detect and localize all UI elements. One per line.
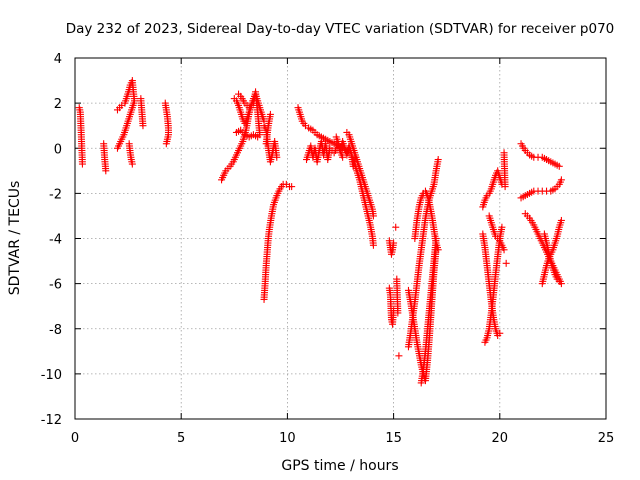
data-point [273, 153, 281, 161]
data-point [102, 167, 110, 175]
data-point [498, 223, 506, 231]
x-tick-label: 10 [279, 431, 296, 446]
data-point [369, 241, 377, 249]
data-point [254, 133, 262, 141]
x-axis-label: GPS time / hours [281, 458, 398, 474]
data-point [78, 160, 86, 168]
y-tick-label: -6 [49, 278, 62, 293]
x-tick-labels: 0 5 10 15 20 25 [71, 431, 614, 446]
data-point [502, 259, 510, 267]
data-point [557, 176, 565, 184]
data-point [392, 223, 400, 231]
data-point [288, 183, 296, 191]
data-point [555, 277, 563, 285]
data-point [496, 329, 504, 337]
chart-title: Day 232 of 2023, Sidereal Day-to-day VTE… [66, 21, 615, 37]
data-point [139, 122, 147, 130]
y-tick-label: -12 [41, 413, 62, 428]
x-tick-label: 20 [492, 431, 509, 446]
data-point [113, 144, 121, 152]
y-tick-label: -4 [49, 233, 62, 248]
y-axis-label: SDTVAR / TECUs [7, 181, 23, 296]
x-tick-label: 0 [71, 431, 79, 446]
data-point [128, 160, 136, 168]
x-tick-label: 15 [385, 431, 402, 446]
y-tick-label: -10 [41, 368, 62, 383]
x-tick-label: 25 [598, 431, 615, 446]
x-tick-label: 5 [177, 431, 185, 446]
data-point [162, 140, 170, 148]
y-tick-label: 2 [54, 97, 62, 112]
data-point [390, 239, 398, 247]
y-tick-label: 0 [54, 142, 62, 157]
data-point [339, 153, 347, 161]
data-point [557, 216, 565, 224]
y-tick-label: 4 [54, 52, 62, 67]
data-marks [75, 77, 565, 387]
data-point [501, 183, 509, 191]
plot-frame [74, 57, 607, 420]
data-point [262, 140, 270, 148]
data-point [395, 352, 403, 360]
y-tick-label: -2 [49, 187, 62, 202]
data-point [500, 246, 508, 254]
data-point [434, 156, 442, 164]
data-point [555, 162, 563, 170]
data-point [434, 246, 442, 254]
y-tick-label: -8 [49, 323, 62, 338]
y-tick-labels: 4 2 0 -2 -4 -6 -8 -10 -12 [41, 52, 62, 428]
data-point [394, 309, 402, 317]
